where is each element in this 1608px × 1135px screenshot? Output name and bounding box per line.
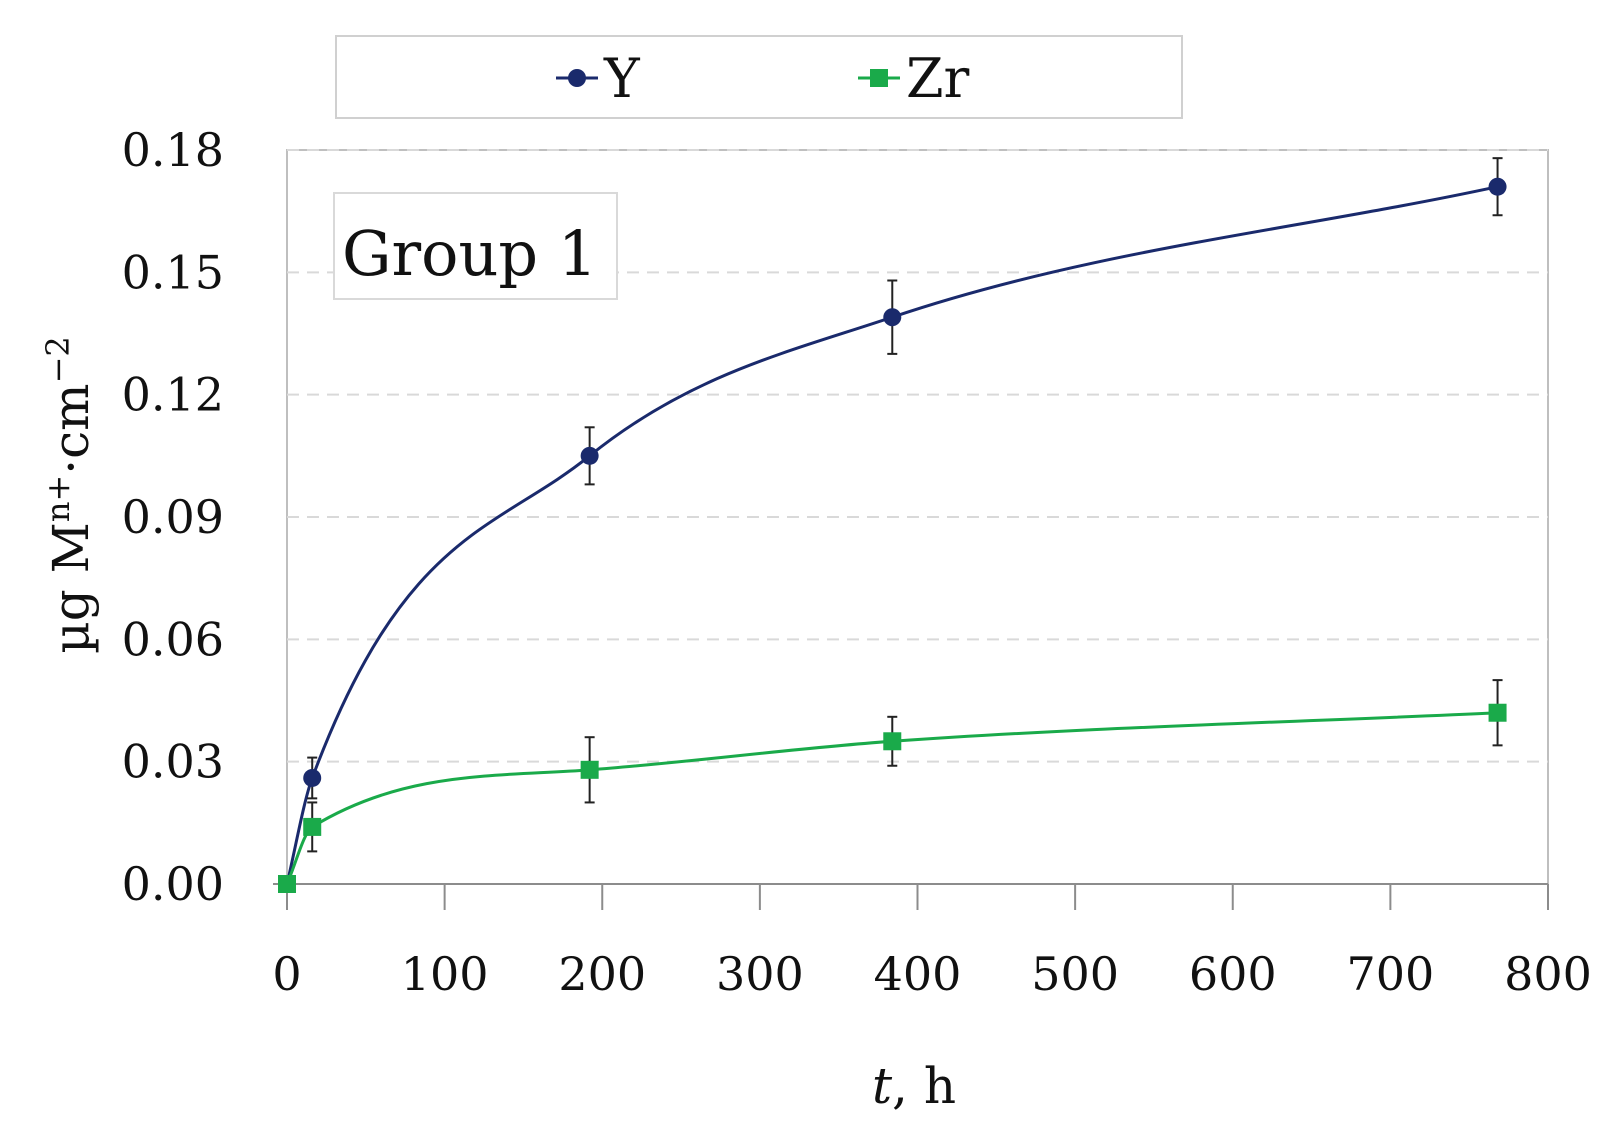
x-tick-label: 0 <box>272 947 301 1001</box>
y-tick-label: 0.12 <box>122 368 224 422</box>
legend: Y Zr <box>335 35 1183 119</box>
data-point-zr <box>278 875 296 893</box>
y-tick-label: 0.06 <box>122 612 224 666</box>
series-line-zr <box>285 711 1498 885</box>
x-tick-label: 600 <box>1189 947 1277 1001</box>
legend-zr-marker <box>870 69 888 87</box>
x-tick-label: 300 <box>716 947 804 1001</box>
x-axis-title: t, h <box>872 1057 956 1115</box>
x-tick-label: 200 <box>558 947 646 1001</box>
x-tick-label: 800 <box>1504 947 1592 1001</box>
legend-zr-label: Zr <box>906 47 970 110</box>
y-tick-label: 0.18 <box>122 123 224 177</box>
y-tick-label: 0.00 <box>122 857 224 911</box>
data-point-zr <box>1488 703 1507 722</box>
data-point-zr <box>883 732 902 751</box>
x-tick-label: 500 <box>1031 947 1119 1001</box>
data-point-zr <box>580 760 599 779</box>
x-axis: 0 100 200 300 400 500 600 700 800 <box>272 883 1592 1001</box>
annotation-box <box>333 192 618 300</box>
data-point-zr <box>303 817 322 836</box>
y-axis: 0.00 0.03 0.06 0.09 0.12 0.15 0.18 <box>122 123 224 911</box>
data-point-y <box>303 768 322 787</box>
x-tick-label: 700 <box>1346 947 1434 1001</box>
annotation-text: Group 1 <box>342 217 597 290</box>
legend-box <box>335 35 1183 119</box>
data-point-y <box>883 308 902 327</box>
x-tick-label: 100 <box>401 947 489 1001</box>
y-tick-label: 0.09 <box>122 490 224 544</box>
y-tick-label: 0.03 <box>122 735 224 789</box>
y-axis-title: µg Mn+·cm−2 <box>39 336 100 654</box>
legend-y-label: Y <box>603 47 641 110</box>
data-point-y <box>580 446 599 465</box>
series-markers <box>278 177 1507 893</box>
data-point-y <box>1488 177 1507 196</box>
x-tick-label: 400 <box>874 947 962 1001</box>
y-tick-label: 0.15 <box>122 245 224 299</box>
group-annotation: Group 1 <box>333 192 618 300</box>
legend-y-marker <box>568 69 586 87</box>
